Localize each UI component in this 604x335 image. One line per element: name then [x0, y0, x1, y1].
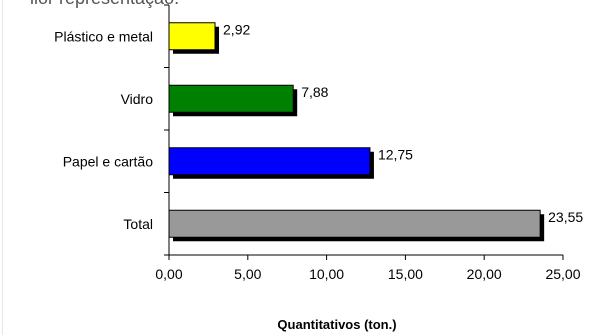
page-edge-line — [2, 0, 3, 335]
bar-plastico-e-metal — [168, 22, 216, 51]
bars-layer: 2,92 7,88 12,75 23,55 — [168, 21, 583, 242]
x-tick-label: 5,00 — [234, 266, 261, 282]
value-label-vidro: 7,88 — [301, 84, 328, 100]
bar-total — [168, 209, 541, 238]
value-label-total: 23,55 — [548, 209, 583, 225]
category-label-papel-e-cartao: Papel e cartão — [63, 153, 153, 169]
value-label-plastico-e-metal: 2,92 — [223, 21, 250, 37]
x-tick-label: 10,00 — [309, 266, 344, 282]
axis-layer: Plástico e metal Vidro Papel e cartão Total… — [54, 4, 581, 282]
x-tick-label: 0,00 — [155, 266, 182, 282]
bar-vidro — [168, 84, 294, 113]
value-label-papel-e-cartao: 12,75 — [378, 146, 413, 162]
category-label-plastico-e-metal: Plástico e metal — [54, 28, 153, 44]
cropped-header-text: ilor representação. — [30, 0, 179, 9]
bar-papel-e-cartao — [168, 147, 371, 176]
x-axis-title: Quantitativos (ton.) — [277, 317, 396, 332]
x-tick-label: 20,00 — [467, 266, 502, 282]
category-label-total: Total — [123, 216, 153, 232]
category-label-vidro: Vidro — [121, 91, 154, 107]
x-tick-label: 15,00 — [388, 266, 423, 282]
x-tick-label: 25,00 — [545, 266, 580, 282]
